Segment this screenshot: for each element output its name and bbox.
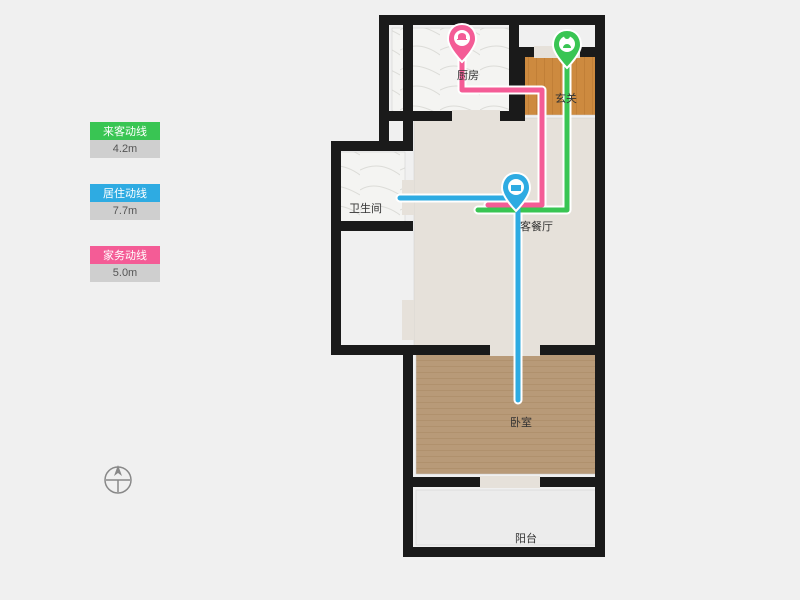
- legend-value: 4.2m: [90, 140, 160, 158]
- room-label-living: 客餐厅: [520, 218, 553, 234]
- room-label-balcony: 阳台: [515, 530, 537, 546]
- legend-item: 居住动线7.7m: [90, 184, 160, 220]
- legend-label: 家务动线: [90, 246, 160, 264]
- room-label-entrance: 玄关: [555, 90, 577, 106]
- legend-value: 7.7m: [90, 202, 160, 220]
- legend-label: 来客动线: [90, 122, 160, 140]
- room-entrance: [520, 55, 598, 115]
- room-label-bathroom: 卫生间: [349, 200, 382, 216]
- room-living: [414, 118, 602, 348]
- legend-label: 居住动线: [90, 184, 160, 202]
- room-label-kitchen: 厨房: [457, 67, 479, 83]
- legend-item: 家务动线5.0m: [90, 246, 160, 282]
- compass-icon: [100, 462, 136, 498]
- room-bedroom: [416, 354, 602, 474]
- legend-item: 来客动线4.2m: [90, 122, 160, 158]
- room-balcony: [416, 490, 602, 545]
- legend-value: 5.0m: [90, 264, 160, 282]
- room-label-bedroom: 卧室: [510, 414, 532, 430]
- floorplan-svg: [0, 0, 800, 600]
